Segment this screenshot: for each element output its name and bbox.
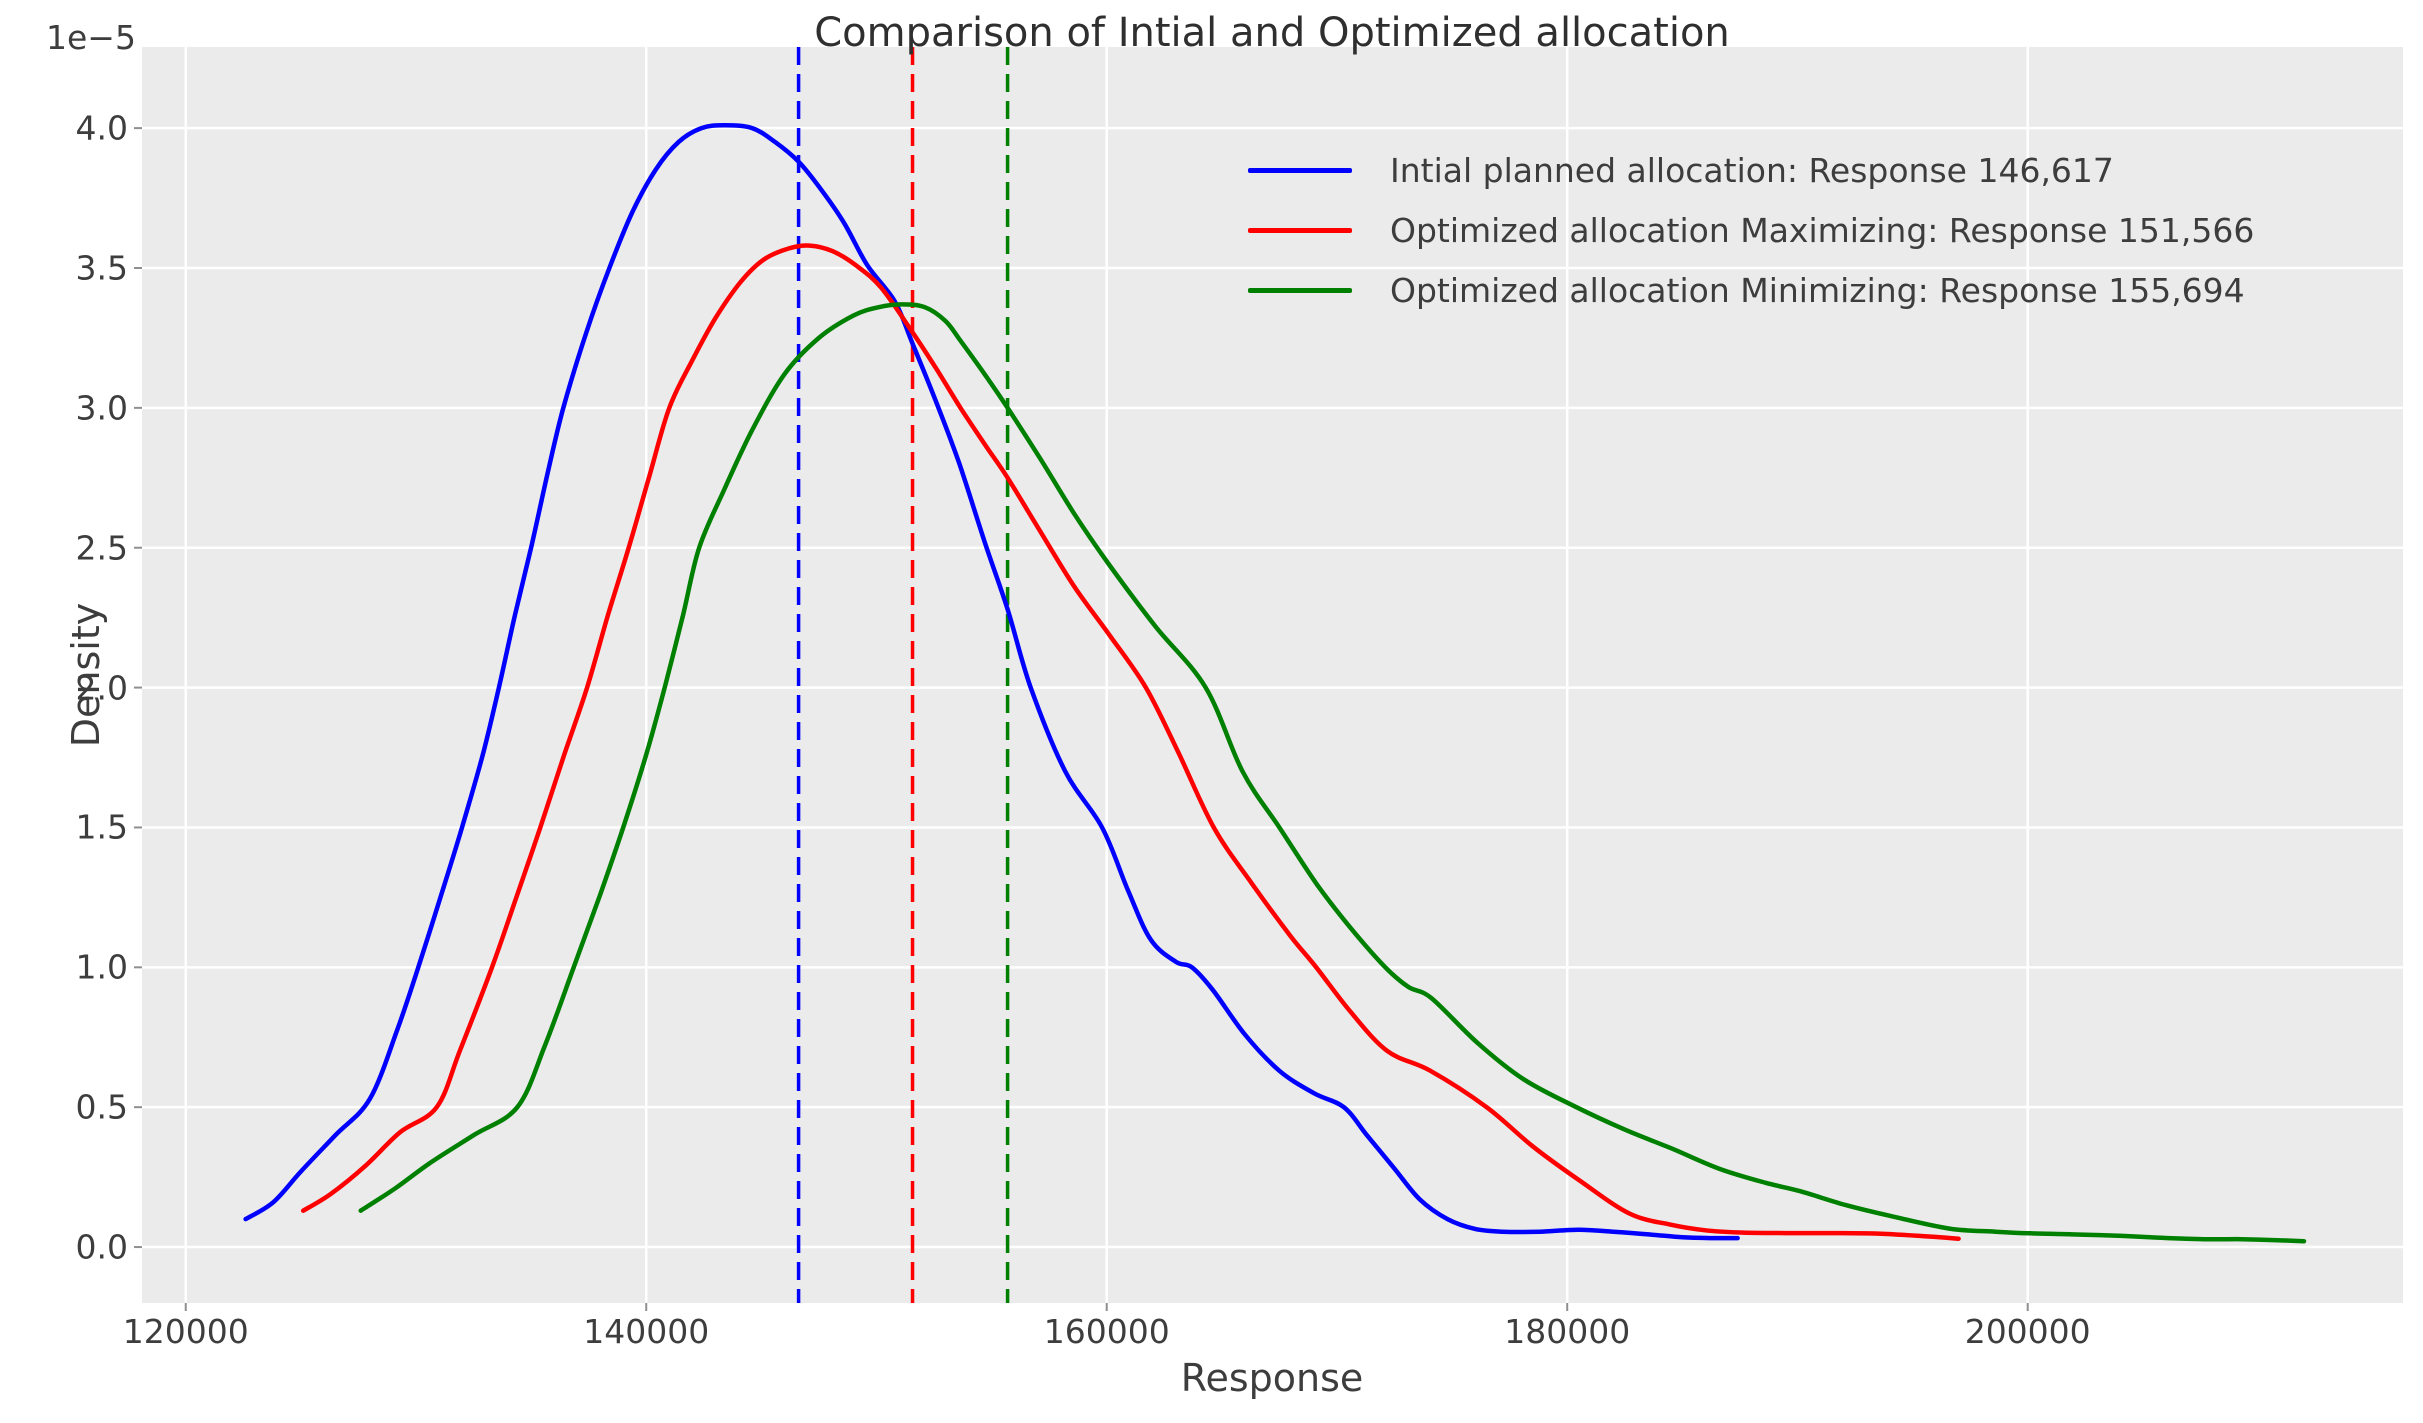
x-axis-label: Response — [1180, 1356, 1364, 1400]
y-tick-label: 3.5 — [75, 248, 128, 288]
legend-line-green-icon — [1248, 287, 1352, 293]
density-curve — [358, 302, 2307, 1244]
density-curve — [300, 243, 1961, 1241]
y-tick-label: 1.0 — [75, 947, 128, 987]
y-tick-label: 2.5 — [75, 528, 128, 568]
density-curve — [243, 123, 1740, 1241]
x-tick-label: 180000 — [1504, 1312, 1631, 1351]
plot-area — [142, 47, 2403, 1303]
legend-entry-initial: Intial planned allocation: Response 146,… — [1248, 140, 2254, 200]
legend-entry-maximizing: Optimized allocation Maximizing: Respons… — [1248, 200, 2254, 260]
y-tick-label: 4.0 — [75, 108, 128, 148]
legend-label: Intial planned allocation: Response 146,… — [1390, 150, 2114, 190]
y-tick-label: 0.5 — [75, 1087, 128, 1127]
y-tick-label: 0.0 — [75, 1227, 128, 1267]
x-tick-label: 120000 — [122, 1312, 249, 1351]
y-tick-label: 2.0 — [75, 668, 128, 708]
y-tick-label: 3.0 — [75, 388, 128, 428]
legend-label: Optimized allocation Maximizing: Respons… — [1390, 210, 2255, 250]
y-axis-offset-text: 1e−5 — [46, 18, 136, 57]
legend-line-red-icon — [1248, 227, 1352, 233]
legend: Intial planned allocation: Response 146,… — [1248, 140, 2254, 320]
legend-label: Optimized allocation Minimizing: Respons… — [1390, 270, 2245, 310]
x-tick-label: 160000 — [1043, 1312, 1170, 1351]
x-tick-label: 140000 — [583, 1312, 710, 1351]
legend-entry-minimizing: Optimized allocation Minimizing: Respons… — [1248, 260, 2254, 320]
chart-title: Comparison of Intial and Optimized alloc… — [814, 10, 1730, 56]
y-tick-label: 1.5 — [75, 807, 128, 847]
legend-line-blue-icon — [1248, 167, 1352, 173]
x-tick-label: 200000 — [1964, 1312, 2091, 1351]
